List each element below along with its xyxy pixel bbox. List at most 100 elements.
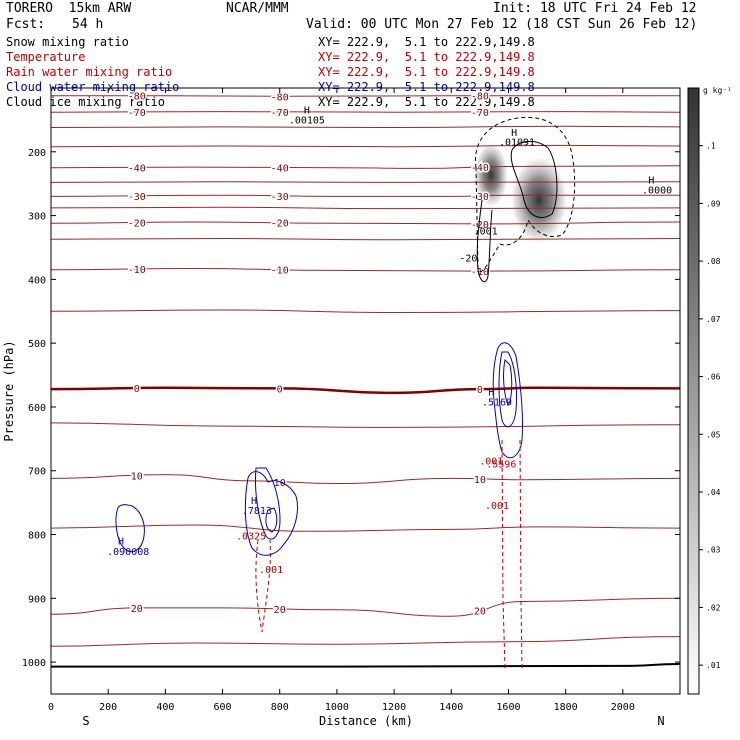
y-tick-label-1: 300 — [28, 212, 46, 223]
temperature-label-6-1: -30 — [271, 192, 289, 203]
temperature-contour-15 — [51, 524, 680, 532]
temperature-label-8-1: -20 — [271, 219, 289, 230]
temperature-label-0-0: -80 — [128, 92, 146, 103]
colorbar-tick-label-5: .06 — [706, 373, 721, 382]
temperature-label-4-2: -40 — [471, 163, 489, 174]
rain-label-3: .0325 — [236, 532, 266, 543]
field-xy-snow: XY= 222.9, 5.1 to 222.9,149.8 — [318, 35, 535, 49]
temperature-label-0-2: -80 — [471, 92, 489, 103]
colorbar-tick-label-1: .02 — [706, 603, 721, 612]
cloud-water-label-0: H — [488, 388, 494, 399]
colorbar-tick-label-6: .07 — [706, 315, 721, 324]
y-tick-label-8: 1000 — [22, 658, 46, 669]
temperature-label-16-2: 20 — [474, 606, 486, 617]
fcst-value: 54 h — [72, 17, 104, 32]
temperature-contour-14 — [51, 474, 680, 485]
rain-label-2: .001 — [485, 501, 509, 512]
temperature-label-1-1: -70 — [271, 108, 289, 119]
cloud-water-contour-east-mid — [498, 351, 517, 428]
temperature-contour-3 — [51, 144, 680, 148]
temperature-contour-5 — [51, 181, 680, 183]
temperature-label-10-0: -10 — [128, 265, 146, 276]
temperature-contour-6 — [51, 194, 680, 197]
field-labels: H.01091H.0000H.00105.001-20H.5169H.7813H… — [107, 106, 672, 576]
axes: 0 200 400 600 800 1000 1200 1400 1600 1800 2000200… — [22, 88, 680, 713]
temperature-label-8-0: -20 — [128, 219, 146, 230]
colorbar: .01 .02 .03 .04 .05 .06 .07 .08 .09 .1 g kg⁻¹ — [687, 86, 732, 695]
valid-time: Valid: 00 UTC Mon 27 Feb 12 (18 CST Sun … — [306, 17, 698, 32]
cloud-water-label-2: H — [251, 496, 257, 507]
y-tick-label-0: 200 — [28, 148, 46, 159]
temperature-label-12-2: 0 — [477, 385, 483, 396]
temperature-label-16-0: 20 — [131, 604, 143, 615]
field-name-snow: Snow mixing ratio — [6, 35, 129, 49]
colorbar-tick-label-7: .08 — [706, 257, 721, 266]
temperature-label-14-1: 10 — [274, 478, 286, 489]
colorbar-tick-label-9: .1 — [706, 142, 716, 151]
field-name-cloudwater: Cloud water mixing ratio — [6, 80, 180, 94]
surface-pressure-line — [51, 663, 680, 668]
snow-label-1: .01091 — [499, 137, 535, 148]
cloud-water-label-3: .7813 — [242, 506, 272, 517]
colorbar-tick-label-8: .09 — [706, 199, 721, 208]
model-title: TORERO 15km ARW — [6, 1, 132, 16]
x-tick-label-10: 2000 — [611, 702, 635, 713]
field-xy-cloudice: XY= 222.9, 5.1 to 222.9,149.8 — [318, 95, 535, 109]
colorbar-tick-label-3: .04 — [706, 488, 721, 497]
rain-label-4: .001 — [259, 565, 283, 576]
temperature-label-10-1: -10 — [271, 266, 289, 277]
cloud-ice-contour-tail — [476, 199, 493, 283]
temperature-label-14-0: 10 — [131, 472, 143, 483]
colorbar-fill — [687, 87, 700, 695]
x-axis-title: Distance (km) — [319, 714, 413, 728]
y-tick-label-2: 400 — [28, 275, 46, 286]
snow-core-west — [473, 141, 509, 209]
cloud-water-contour-mid-core — [265, 507, 278, 533]
field-name-rain: Rain water mixing ratio — [6, 65, 173, 79]
field-name-temperature: Temperature — [6, 50, 86, 64]
y-tick-label-5: 700 — [28, 467, 46, 478]
snow-label-4: H — [304, 106, 310, 117]
temperature-contour-7 — [51, 206, 680, 210]
cloud-ice-contour-upper — [474, 116, 576, 273]
x-tick-label-3: 600 — [214, 702, 232, 713]
colorbar-tick-label-0: .01 — [706, 661, 721, 670]
temperature-label-14-2: 10 — [474, 475, 486, 486]
temperature-label-12-0: 0 — [134, 384, 140, 395]
y-axis-title: Pressure (hPa) — [2, 340, 16, 441]
org-label: NCAR/MMM — [226, 1, 289, 16]
temperature-contour-1 — [51, 111, 680, 113]
temperature-label-6-0: -30 — [128, 192, 146, 203]
temperature-contour-17 — [51, 636, 680, 647]
rain-contour-east-a — [501, 439, 506, 669]
temperature-label-12-1: 0 — [277, 384, 283, 395]
cloud-water-contour-mid-outer — [244, 471, 298, 556]
x-tick-label-0: 0 — [48, 702, 54, 713]
temperature-label-1-0: -70 — [128, 108, 146, 119]
temperature-label-4-1: -40 — [271, 164, 289, 175]
snow-label-0: H — [511, 128, 517, 139]
colorbar-ticks: .01 .02 .03 .04 .05 .06 .07 .08 .09 .1 — [699, 142, 721, 670]
x-tick-label-6: 1200 — [382, 702, 406, 713]
cloud-water-label-4: H — [118, 537, 124, 548]
cloud-ice-label-0: .001 — [474, 227, 498, 238]
temperature-contour-8 — [51, 221, 680, 225]
cloud-ice-label-1: -20 — [459, 254, 477, 265]
y-tick-label-4: 600 — [28, 403, 46, 414]
temperature-label-0-1: -80 — [271, 92, 289, 103]
cloud-water-contour-west — [115, 504, 145, 552]
field-xy-temperature: XY= 222.9, 5.1 to 222.9,149.8 — [318, 50, 535, 64]
cloud-contours — [115, 116, 576, 669]
y-tick-label-3: 500 — [28, 339, 46, 350]
temperature-contour-11 — [51, 309, 680, 314]
temperature-contour-9 — [51, 237, 680, 241]
temperature-label-6-2: -30 — [471, 192, 489, 203]
field-xy-cloudwater: XY= 222.9, 5.1 to 222.9,149.8 — [318, 80, 535, 94]
x-tick-label-5: 1000 — [325, 702, 349, 713]
plot-area: -80 -80 -80 -70 -70 -70 -40 -40 -40 -30 -30 -30 -20 -… — [51, 90, 680, 669]
field-xy-rain: XY= 222.9, 5.1 to 222.9,149.8 — [318, 65, 535, 79]
temperature-contour-10 — [51, 267, 680, 272]
x-tick-label-4: 800 — [271, 702, 289, 713]
colorbar-unit: g kg⁻¹ — [703, 86, 732, 95]
